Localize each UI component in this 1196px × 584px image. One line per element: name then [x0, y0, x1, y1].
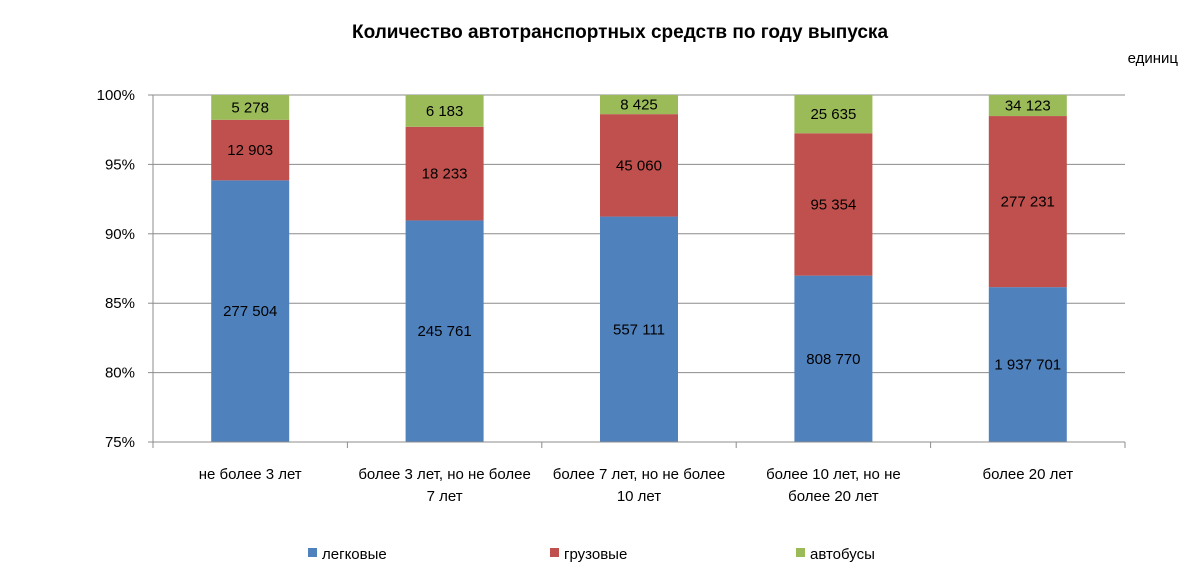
y-tick-label: 75% [105, 434, 135, 451]
data-label: 95 354 [810, 196, 856, 213]
x-category-label-line: 7 лет [427, 488, 463, 505]
x-category-label: более 10 лет, но не более 20 лет [766, 466, 901, 505]
x-category-label-line: более 10 лет, но не [766, 466, 901, 483]
y-tick-label: 85% [105, 295, 135, 312]
bar-segment [405, 220, 484, 442]
x-category-label-line: более 7 лет, но не более [553, 466, 726, 483]
unit-label: единиц [1127, 50, 1178, 67]
bar-segment [794, 133, 873, 276]
y-tick-label: 95% [105, 156, 135, 173]
data-label: 45 060 [616, 157, 662, 174]
data-label: 8 425 [620, 97, 658, 114]
legend-label: легковые [322, 546, 387, 563]
x-category-label-line: не более 3 лет [199, 466, 302, 483]
bar-segment [794, 95, 873, 134]
data-label: 808 770 [806, 351, 860, 368]
data-label: 5 278 [231, 99, 269, 116]
legend-swatch [796, 548, 805, 557]
axes: 75% 80% 85% 90% 95% 100% [97, 87, 1126, 451]
legend-label: грузовые [564, 546, 627, 563]
data-label: 557 111 [613, 321, 665, 338]
bar-segment [600, 216, 678, 442]
data-label: 277 504 [223, 303, 277, 320]
data-label: 245 761 [417, 323, 471, 340]
y-tick-label: 100% [97, 87, 135, 104]
x-category-label-line: более 20 лет [788, 488, 879, 505]
bar-segment [211, 180, 290, 442]
bar-segment [405, 126, 484, 221]
bar-segment [988, 95, 1067, 117]
data-label: 34 123 [1005, 98, 1051, 115]
data-label: 18 233 [422, 166, 468, 183]
x-category-label-line: 10 лет [617, 488, 661, 505]
bar-segment [988, 116, 1067, 288]
legend-swatch [308, 548, 317, 557]
labels: 277 504 12 903 5 278 не более 3 лет 245 761 1… [199, 97, 1073, 505]
bar-segment [211, 119, 290, 181]
x-category-label: не более 3 лет [199, 466, 302, 483]
bar-segment [600, 95, 678, 115]
x-category-label-line: более 20 лет [983, 466, 1074, 483]
bar-segment [988, 287, 1067, 442]
bar-segment [794, 275, 873, 442]
data-label: 25 635 [810, 106, 856, 123]
bar-segment [211, 95, 290, 120]
x-category-label: более 3 лет, но не более 7 лет [358, 466, 531, 505]
y-tick-label: 80% [105, 365, 135, 382]
data-label: 1 937 701 [994, 357, 1061, 374]
chart-title: Количество автотранспортных средств по г… [351, 22, 889, 43]
data-label: 277 231 [1001, 194, 1055, 211]
y-tick-label: 90% [105, 226, 135, 243]
legend-label: автобусы [810, 546, 875, 563]
x-category-label: более 20 лет [983, 466, 1074, 483]
legend-swatch [550, 548, 559, 557]
bars [211, 95, 1067, 442]
x-category-label-line: более 3 лет, но не более [358, 466, 531, 483]
bar-segment [600, 114, 678, 217]
data-label: 12 903 [227, 142, 273, 159]
legend: легковые грузовые автобусы [308, 546, 875, 563]
bar-segment [405, 95, 484, 127]
x-category-label: более 7 лет, но не более 10 лет [553, 466, 726, 505]
data-label: 6 183 [426, 103, 464, 120]
